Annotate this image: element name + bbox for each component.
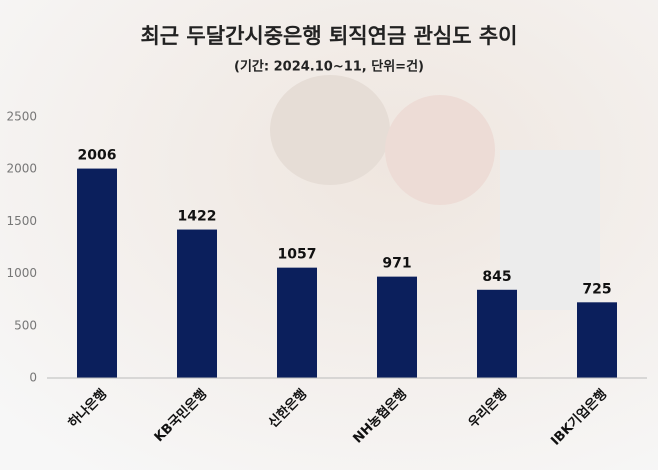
y-tick-label: 0 bbox=[29, 371, 37, 385]
value-label: 971 bbox=[382, 256, 411, 272]
chart-subtitle: (기간: 2024.10~11, 단위=건) bbox=[234, 59, 424, 75]
y-tick-label: 2500 bbox=[6, 110, 37, 124]
value-label: 845 bbox=[482, 269, 511, 285]
value-label: 725 bbox=[582, 281, 611, 297]
background-bench bbox=[500, 150, 600, 310]
bar bbox=[177, 229, 217, 378]
y-tick-label: 1500 bbox=[6, 214, 37, 228]
bar bbox=[577, 302, 617, 378]
background-figure bbox=[270, 75, 390, 185]
value-label: 1422 bbox=[178, 209, 217, 225]
y-tick-label: 1000 bbox=[6, 266, 37, 280]
background-figure bbox=[385, 95, 495, 205]
bar bbox=[477, 289, 517, 378]
y-tick-label: 2000 bbox=[6, 162, 37, 176]
chart-title: 최근 두달간시중은행 퇴직연금 관심도 추이 bbox=[140, 24, 517, 48]
value-label: 1057 bbox=[278, 247, 317, 263]
bar bbox=[77, 168, 117, 378]
y-tick-label: 500 bbox=[14, 318, 37, 332]
value-label: 2006 bbox=[78, 148, 117, 164]
bar bbox=[377, 276, 417, 378]
bar bbox=[277, 267, 317, 378]
